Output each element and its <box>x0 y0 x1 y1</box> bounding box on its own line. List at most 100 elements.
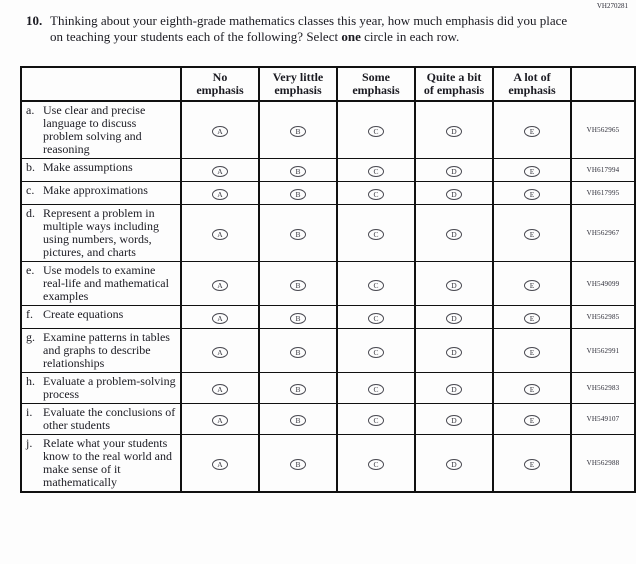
answer-bubble[interactable]: B <box>290 189 306 200</box>
row-stem-text: Represent a problem in multiple ways inc… <box>43 206 159 259</box>
answer-bubble[interactable]: A <box>212 313 228 324</box>
answer-cell: A <box>180 434 260 493</box>
answer-cell: D <box>414 434 494 493</box>
answer-cell: D <box>414 328 494 373</box>
answer-bubble[interactable]: D <box>446 279 462 291</box>
row-letter: c. <box>26 183 35 197</box>
answer-bubble[interactable]: E <box>524 313 540 324</box>
answer-cell: B <box>258 328 338 373</box>
emphasis-matrix-table: No emphasis Very little emphasis Some emph… <box>20 66 636 493</box>
question-text-end: circle in each row. <box>360 29 460 44</box>
answer-cell: B <box>258 403 338 435</box>
answer-bubble[interactable]: E <box>524 459 540 470</box>
answer-bubble[interactable]: C <box>368 384 384 395</box>
answer-bubble[interactable]: C <box>368 126 384 137</box>
row-stem: c. Make approximations <box>20 181 182 205</box>
answer-bubble[interactable]: A <box>212 229 228 240</box>
answer-bubble[interactable]: E <box>524 166 540 177</box>
answer-bubble[interactable]: A <box>212 346 228 358</box>
answer-bubble[interactable]: C <box>368 346 384 358</box>
row-stem: h. Evaluate a problem-solving process <box>20 372 182 404</box>
answer-bubble[interactable]: B <box>290 166 306 177</box>
answer-cell: D <box>414 372 494 404</box>
answer-cell: A <box>180 181 260 205</box>
page-accession-code: VH270281 <box>596 2 628 10</box>
row-stem: i. Evaluate the conclusions of other stud… <box>20 403 182 435</box>
answer-bubble[interactable]: C <box>368 229 384 240</box>
table-row: g. Examine patterns in tables and graphs … <box>20 328 636 373</box>
answer-cell: A <box>180 328 260 373</box>
row-stem: j. Relate what your students know to the … <box>20 434 182 493</box>
row-stem-text: Make approximations <box>43 183 148 197</box>
table-row: b. Make assumptions A B C D E VH617994 <box>20 158 636 182</box>
answer-cell: E <box>492 261 572 306</box>
answer-bubble[interactable]: B <box>290 415 306 426</box>
column-header: Some emphasis <box>336 66 416 102</box>
answer-bubble[interactable]: E <box>524 279 540 291</box>
answer-bubble[interactable]: C <box>368 415 384 426</box>
answer-cell: C <box>336 204 416 262</box>
table-row: f. Create equations A B C D E VH562985 <box>20 305 636 329</box>
answer-cell: E <box>492 181 572 205</box>
table-row: a. Use clear and precise language to disc… <box>20 100 636 159</box>
answer-bubble[interactable]: B <box>290 126 306 137</box>
answer-bubble[interactable]: B <box>290 459 306 470</box>
answer-bubble[interactable]: C <box>368 459 384 470</box>
answer-bubble[interactable]: D <box>446 384 462 395</box>
answer-bubble[interactable]: A <box>212 126 228 137</box>
answer-bubble[interactable]: E <box>524 189 540 200</box>
answer-bubble[interactable]: A <box>212 459 228 470</box>
answer-bubble[interactable]: E <box>524 126 540 137</box>
table-row: j. Relate what your students know to the … <box>20 434 636 493</box>
row-letter: g. <box>26 330 35 344</box>
table-row: i. Evaluate the conclusions of other stud… <box>20 403 636 435</box>
column-header-items <box>20 66 182 102</box>
answer-bubble[interactable]: E <box>524 229 540 240</box>
answer-cell: C <box>336 261 416 306</box>
row-stem-text: Create equations <box>43 307 124 321</box>
answer-bubble[interactable]: A <box>212 384 228 395</box>
answer-bubble[interactable]: D <box>446 313 462 324</box>
answer-bubble[interactable]: D <box>446 415 462 426</box>
answer-bubble[interactable]: C <box>368 166 384 177</box>
answer-bubble[interactable]: B <box>290 346 306 358</box>
answer-bubble[interactable]: C <box>368 189 384 200</box>
answer-bubble[interactable]: D <box>446 229 462 240</box>
answer-bubble[interactable]: D <box>446 189 462 200</box>
row-stem-text: Use clear and precise language to discus… <box>43 103 146 156</box>
answer-bubble[interactable]: B <box>290 279 306 291</box>
answer-cell: D <box>414 181 494 205</box>
answer-bubble[interactable]: A <box>212 189 228 200</box>
answer-bubble[interactable]: D <box>446 346 462 358</box>
answer-cell: B <box>258 181 338 205</box>
answer-bubble[interactable]: A <box>212 279 228 291</box>
row-letter: e. <box>26 263 35 277</box>
answer-cell: C <box>336 305 416 329</box>
answer-cell: C <box>336 372 416 404</box>
answer-bubble[interactable]: A <box>212 166 228 177</box>
answer-cell: E <box>492 403 572 435</box>
answer-cell: A <box>180 403 260 435</box>
answer-cell: C <box>336 403 416 435</box>
answer-bubble[interactable]: D <box>446 459 462 470</box>
answer-cell: C <box>336 100 416 159</box>
answer-bubble[interactable]: B <box>290 229 306 240</box>
answer-bubble[interactable]: C <box>368 279 384 291</box>
answer-bubble[interactable]: B <box>290 313 306 324</box>
answer-bubble[interactable]: E <box>524 415 540 426</box>
answer-bubble[interactable]: B <box>290 384 306 395</box>
answer-bubble[interactable]: D <box>446 166 462 177</box>
answer-bubble[interactable]: C <box>368 313 384 324</box>
answer-bubble[interactable]: E <box>524 384 540 395</box>
row-code: VH617995 <box>570 181 636 205</box>
question-block: 10. Thinking about your eighth-grade mat… <box>26 13 574 45</box>
answer-bubble[interactable]: E <box>524 346 540 358</box>
row-code: VH562985 <box>570 305 636 329</box>
table-row: c. Make approximations A B C D E VH617995 <box>20 181 636 205</box>
answer-bubble[interactable]: A <box>212 415 228 426</box>
answer-cell: D <box>414 100 494 159</box>
answer-bubble[interactable]: D <box>446 126 462 137</box>
answer-cell: D <box>414 403 494 435</box>
question-number: 10. <box>26 13 43 28</box>
row-code: VH562991 <box>570 328 636 373</box>
